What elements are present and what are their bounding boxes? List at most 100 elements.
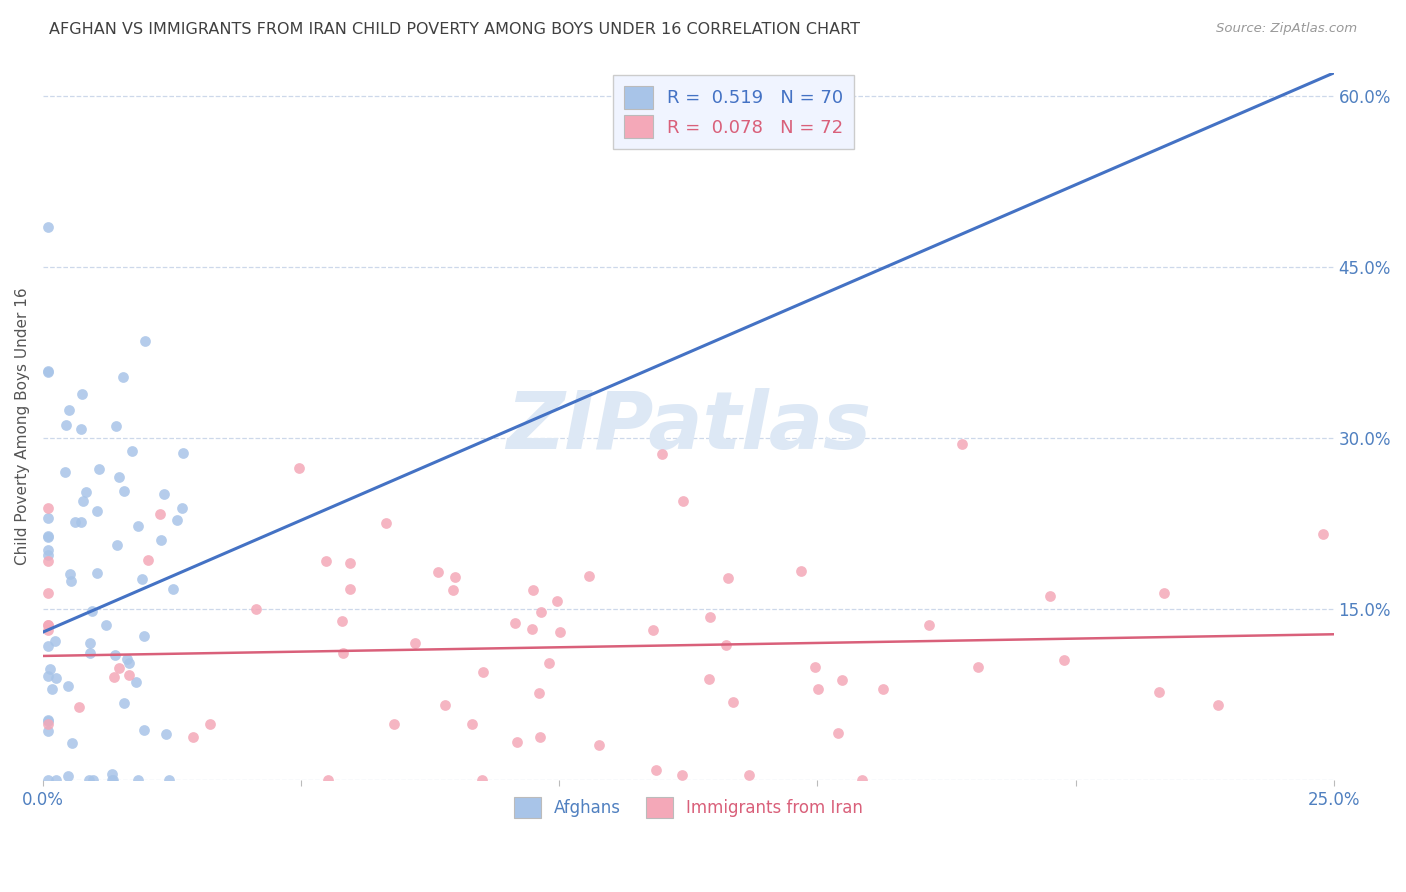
Point — [41, 682, 63, 697]
Point — [65, 515, 87, 529]
Point — [827, 726, 849, 740]
Point — [82, 773, 104, 788]
Point — [103, 669, 125, 683]
Point — [112, 696, 135, 710]
Point — [37, 219, 59, 234]
Point — [672, 493, 695, 508]
Point — [287, 461, 309, 475]
Point — [1039, 589, 1062, 603]
Point — [172, 500, 194, 515]
Point — [37, 669, 59, 683]
Point — [77, 773, 100, 788]
Point — [108, 661, 131, 675]
Point — [105, 538, 128, 552]
Point — [37, 511, 59, 525]
Point — [94, 617, 117, 632]
Point — [37, 365, 59, 379]
Point — [44, 672, 66, 686]
Point — [434, 698, 457, 712]
Point — [918, 617, 941, 632]
Point — [471, 773, 494, 788]
Point — [60, 736, 83, 750]
Point — [529, 730, 551, 744]
Point — [118, 667, 141, 681]
Point — [651, 447, 673, 461]
Point — [641, 623, 664, 637]
Text: ZIPatlas: ZIPatlas — [506, 388, 870, 466]
Point — [37, 724, 59, 739]
Point — [717, 571, 740, 585]
Point — [332, 646, 354, 660]
Point — [127, 518, 149, 533]
Point — [153, 487, 176, 501]
Point — [578, 569, 600, 583]
Point — [831, 673, 853, 687]
Point — [104, 419, 127, 434]
Point — [157, 773, 180, 788]
Point — [315, 554, 337, 568]
Point — [70, 516, 93, 530]
Point — [382, 717, 405, 731]
Point — [37, 617, 59, 632]
Point — [200, 717, 222, 731]
Point — [548, 625, 571, 640]
Point — [37, 639, 59, 653]
Point — [790, 565, 813, 579]
Point — [104, 648, 127, 663]
Point — [111, 370, 134, 384]
Point — [316, 773, 339, 788]
Point — [37, 713, 59, 727]
Point — [37, 714, 59, 729]
Point — [101, 773, 124, 788]
Point — [472, 665, 495, 679]
Point — [37, 618, 59, 632]
Point — [37, 773, 59, 788]
Point — [166, 513, 188, 527]
Point — [807, 681, 830, 696]
Point — [804, 660, 827, 674]
Point — [37, 543, 59, 558]
Point — [404, 636, 426, 650]
Point — [101, 767, 124, 781]
Point — [721, 695, 744, 709]
Point — [967, 660, 990, 674]
Point — [86, 566, 108, 580]
Point — [37, 529, 59, 543]
Point — [851, 773, 873, 788]
Point — [75, 484, 97, 499]
Point — [245, 602, 267, 616]
Point — [1149, 684, 1171, 698]
Legend: Afghans, Immigrants from Iran: Afghans, Immigrants from Iran — [508, 790, 869, 825]
Point — [181, 730, 204, 744]
Point — [127, 773, 149, 788]
Point — [37, 530, 59, 544]
Point — [1052, 653, 1074, 667]
Point — [527, 686, 550, 700]
Point — [522, 583, 544, 598]
Y-axis label: Child Poverty Among Boys Under 16: Child Poverty Among Boys Under 16 — [15, 288, 30, 566]
Point — [645, 763, 668, 777]
Point — [134, 334, 156, 348]
Point — [59, 574, 82, 588]
Point — [716, 638, 738, 652]
Point — [132, 723, 155, 737]
Point — [136, 552, 159, 566]
Point — [53, 466, 76, 480]
Point — [56, 679, 79, 693]
Point — [1312, 527, 1334, 541]
Point — [172, 446, 194, 460]
Point — [45, 773, 67, 788]
Point — [87, 462, 110, 476]
Point — [441, 582, 464, 597]
Point — [520, 623, 543, 637]
Point — [503, 615, 526, 630]
Point — [37, 554, 59, 568]
Point — [461, 717, 484, 731]
Point — [121, 444, 143, 458]
Point — [58, 402, 80, 417]
Point — [55, 418, 77, 433]
Point — [37, 364, 59, 378]
Point — [444, 570, 467, 584]
Point — [86, 504, 108, 518]
Point — [162, 582, 184, 597]
